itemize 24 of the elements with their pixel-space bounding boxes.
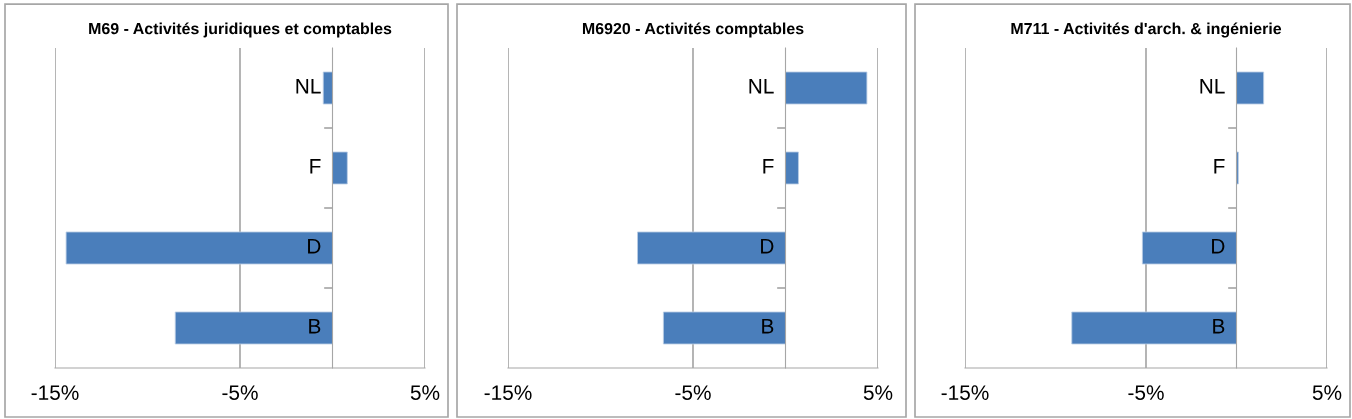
y-tick-label: D — [761, 239, 774, 254]
y-tick-label: NL — [1200, 79, 1225, 94]
x-tick-label: -5% — [1128, 385, 1164, 400]
x-tick-label: 5% — [1312, 385, 1342, 400]
x-tick-label: -15% — [941, 385, 989, 400]
y-tick-label: NL — [749, 79, 774, 94]
y-tick-label: B — [309, 319, 321, 334]
x-tick-label: 5% — [410, 385, 440, 400]
y-tick-label: F — [763, 159, 774, 174]
y-tick-label: NL — [296, 79, 321, 94]
chart-title: M6920 - Activités comptables — [582, 22, 804, 38]
y-tick-label: D — [1212, 239, 1225, 254]
chart-title: M69 - Activités juridiques et comptables — [89, 22, 392, 38]
y-tick-label: B — [1213, 319, 1225, 334]
x-tick-label: 5% — [863, 385, 893, 400]
x-tick-label: -15% — [484, 385, 532, 400]
x-tick-label: -5% — [222, 385, 258, 400]
x-tick-label: -5% — [675, 385, 711, 400]
y-tick-label: B — [762, 319, 774, 334]
x-tick-label: -15% — [31, 385, 79, 400]
y-tick-label: D — [308, 239, 321, 254]
chart-title: M711 - Activités d'arch. & ingénierie — [1011, 22, 1282, 38]
y-tick-label: F — [1214, 159, 1225, 174]
y-tick-label: F — [310, 159, 321, 174]
